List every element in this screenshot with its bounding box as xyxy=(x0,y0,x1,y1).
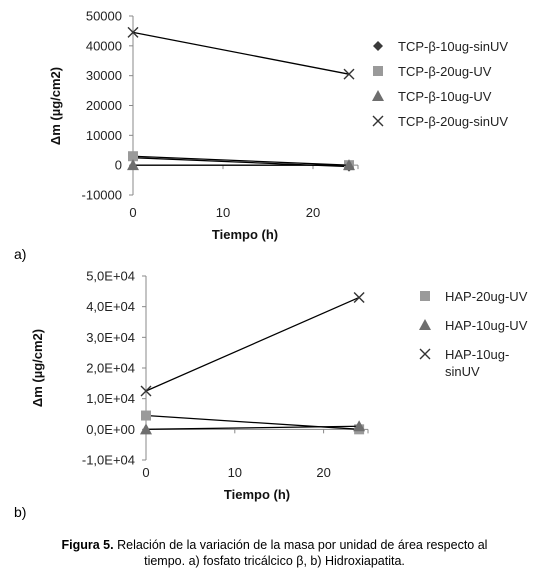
y-tick-label: 0 xyxy=(115,158,122,173)
data-point xyxy=(353,291,365,303)
y-tick-label: 20000 xyxy=(86,98,122,113)
series-line xyxy=(132,31,350,75)
series-TCP-β-20ug-UV xyxy=(128,151,354,171)
data-point xyxy=(353,420,366,432)
x-tick-label: 20 xyxy=(306,205,320,220)
x-axis-title: Tiempo (h) xyxy=(224,487,290,502)
series-line xyxy=(145,296,360,392)
legend-label: TCP-β-10ug-UV xyxy=(398,89,492,104)
y-tick-label: 10000 xyxy=(86,128,122,143)
y-tick-label: 50000 xyxy=(86,9,122,24)
x-tick-label: 0 xyxy=(142,465,149,480)
y-tick-label: 0,0E+00 xyxy=(86,422,135,437)
legend-label: HAP-10ug- xyxy=(445,347,509,362)
data-point xyxy=(343,159,355,171)
series-line xyxy=(145,425,360,430)
y-tick-label: -10000 xyxy=(82,188,122,203)
x-axis-title: Tiempo (h) xyxy=(212,227,278,242)
legend-label: TCP-β-20ug-sinUV xyxy=(398,114,508,129)
data-point xyxy=(127,159,139,171)
series-TCP-β-10ug-UV xyxy=(127,159,355,171)
caption-label: Figura 5. xyxy=(61,538,114,552)
series-HAP-10ug-sinUV xyxy=(140,291,365,397)
legend-entry: HAP-20ug-UV xyxy=(420,289,528,304)
series-HAP-20ug-UV xyxy=(141,410,365,435)
chart-panel-b: -1,0E+04 0,0E+00 1,0E+04 2,0E+04 3,0E+04 4,0E… xyxy=(14,269,528,521)
x-tick-label: 0 xyxy=(129,205,136,220)
y-tick-label: 2,0E+04 xyxy=(86,361,135,376)
panel-label: a) xyxy=(14,246,26,262)
caption-line1: Relación de la variación de la masa por … xyxy=(117,538,488,552)
panel-label: b) xyxy=(14,504,26,520)
legend-entry: HAP-10ug-UV xyxy=(419,318,528,333)
y-tick-label: 4,0E+04 xyxy=(86,299,135,314)
legend-marker-x xyxy=(419,348,431,360)
y-tick-label: -1,0E+04 xyxy=(82,453,135,468)
chart-panel-a: -10000 0 10000 20000 30000 40000 50000 0 10 20 Tie… xyxy=(14,9,508,263)
legend-entry: TCP-β-20ug-UV xyxy=(373,64,492,79)
legend-label: TCP-β-20ug-UV xyxy=(398,64,492,79)
series-HAP-10ug-UV xyxy=(140,420,366,435)
legend-entry: TCP-β-10ug-sinUV xyxy=(373,39,508,54)
legend-marker-diamond xyxy=(373,41,383,51)
series-TCP-β-20ug-sinUV xyxy=(127,26,355,80)
legend-label: TCP-β-10ug-sinUV xyxy=(398,39,508,54)
y-tick-label: 3,0E+04 xyxy=(86,330,135,345)
y-axis-title: Δm (µg/cm2) xyxy=(48,67,63,145)
legend-entry: TCP-β-20ug-sinUV xyxy=(372,114,508,129)
x-tick-label: 10 xyxy=(216,205,230,220)
legend-label: HAP-10ug-UV xyxy=(445,318,528,333)
series-line xyxy=(132,155,350,166)
legend-marker-triangle xyxy=(419,319,431,330)
y-tick-label: 30000 xyxy=(86,68,122,83)
data-point xyxy=(128,151,138,162)
y-tick-label: 1,0E+04 xyxy=(86,391,135,406)
series-TCP-β-10ug-sinUV xyxy=(128,152,354,172)
x-tick-label: 20 xyxy=(316,465,330,480)
legend-label: HAP-20ug-UV xyxy=(445,289,528,304)
caption-line2: tiempo. a) fosfato tricálcico β, b) Hidr… xyxy=(144,554,405,568)
legend-marker-x xyxy=(372,115,384,127)
y-tick-label: 40000 xyxy=(86,38,122,53)
legend-entry: HAP-10ug-sinUV xyxy=(419,347,509,379)
figure-caption: Figura 5. Relación de la variación de la… xyxy=(0,537,549,569)
y-tick-label: 5,0E+04 xyxy=(86,269,135,284)
data-point xyxy=(141,410,151,421)
legend-marker-triangle xyxy=(372,90,384,101)
data-point xyxy=(343,68,355,80)
legend-marker-square xyxy=(373,66,383,76)
data-point xyxy=(140,423,152,435)
legend-marker-square xyxy=(420,291,430,301)
data-point xyxy=(140,385,152,397)
data-point xyxy=(127,26,139,38)
x-tick-label: 10 xyxy=(228,465,242,480)
legend-label: sinUV xyxy=(445,364,480,379)
y-axis-title: Δm (µg/cm2) xyxy=(30,329,45,407)
legend-entry: TCP-β-10ug-UV xyxy=(372,89,492,104)
